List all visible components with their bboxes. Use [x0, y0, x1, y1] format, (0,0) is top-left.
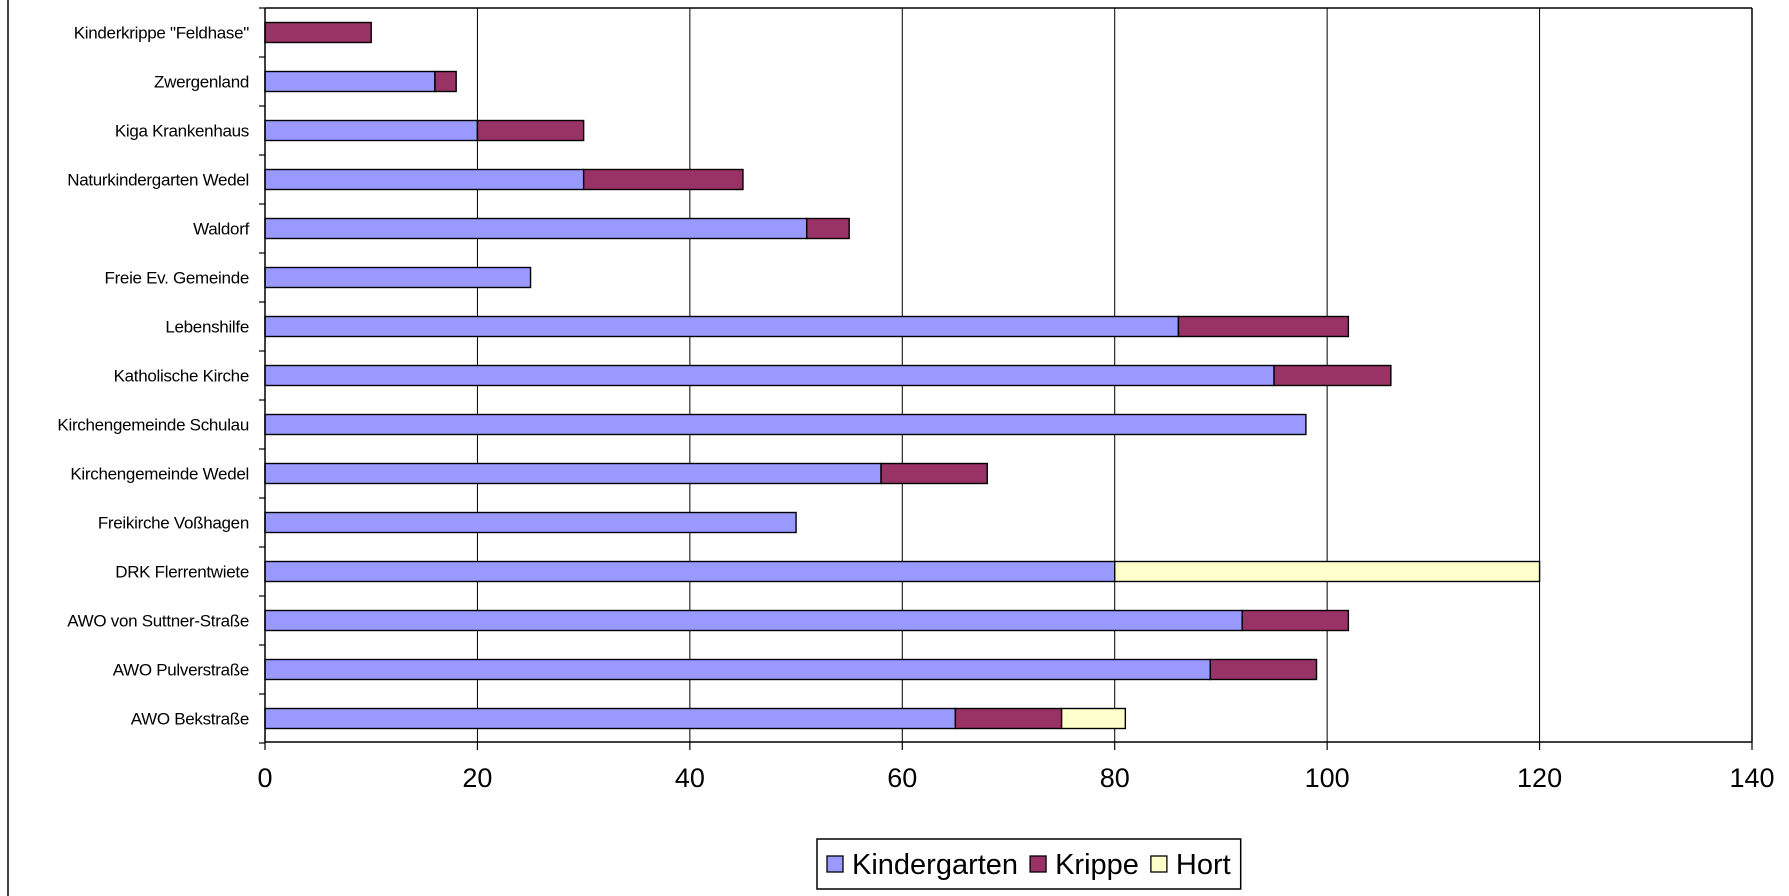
category-label: Kiga Krankenhaus [115, 122, 249, 141]
bar-hort [1114, 560, 1541, 583]
bar-kindergarten [264, 364, 1275, 387]
legend-swatch-hort [1150, 855, 1168, 873]
bar-hort [1060, 707, 1127, 730]
axes [7, 0, 1753, 896]
bar-krippe [1241, 609, 1350, 632]
bar-krippe [805, 217, 850, 240]
category-label: Kirchengemeinde Wedel [70, 465, 249, 484]
x-tick-label: 40 [675, 763, 705, 793]
bar-krippe [1209, 658, 1318, 681]
legend-box [816, 838, 1242, 890]
bar-krippe [1273, 364, 1392, 387]
bar-krippe [434, 70, 457, 93]
category-label: AWO Bekstraße [131, 710, 249, 729]
bar-krippe [880, 462, 988, 485]
bar-kindergarten [264, 315, 1180, 338]
bar-kindergarten [264, 119, 479, 142]
category-label: AWO Pulverstraße [113, 661, 249, 680]
x-tick-labels: 0 20 40 60 80 100 120 140 [257, 763, 1774, 793]
x-tick-label: 0 [257, 763, 272, 793]
category-label: Zwergenland [154, 73, 249, 92]
bar-kindergarten [264, 462, 882, 485]
legend-swatch-kindergarten [826, 855, 844, 873]
x-tick-label: 100 [1305, 763, 1350, 793]
bar-krippe [1177, 315, 1350, 338]
legend-label: Krippe [1055, 849, 1139, 881]
bar-kindergarten [264, 217, 808, 240]
category-label: AWO von Suttner-Straße [67, 612, 249, 631]
legend: Kindergarten Krippe Hort [816, 838, 1242, 890]
legend-label: Hort [1176, 849, 1231, 881]
bar-kindergarten [264, 70, 436, 93]
category-label: Freie Ev. Gemeinde [104, 269, 249, 288]
bar-kindergarten [264, 266, 532, 289]
category-label: DRK Flerrentwiete [115, 563, 249, 582]
bar-kindergarten [264, 707, 957, 730]
bar-kindergarten [264, 413, 1307, 436]
bar-kindergarten [264, 609, 1243, 632]
bar-krippe [582, 168, 744, 191]
category-label: Katholische Kirche [114, 367, 249, 386]
bar-krippe [954, 707, 1063, 730]
bar-kindergarten [264, 168, 585, 191]
x-tick-label: 120 [1517, 763, 1562, 793]
category-label: Naturkindergarten Wedel [67, 171, 249, 190]
bar-kindergarten [264, 560, 1116, 583]
category-label: Waldorf [193, 220, 249, 239]
legend-label: Kindergarten [852, 849, 1018, 881]
x-tick-label: 20 [462, 763, 492, 793]
bar-krippe [476, 119, 585, 142]
category-label: Freikirche Voßhagen [98, 514, 249, 533]
bar-krippe [264, 21, 372, 44]
bar-kindergarten [264, 658, 1212, 681]
category-label: Lebenshilfe [165, 318, 249, 337]
category-label: Kirchengemeinde Schulau [57, 416, 249, 435]
x-tick-label: 140 [1729, 763, 1774, 793]
bar-kindergarten [264, 511, 797, 534]
legend-swatch-krippe [1029, 855, 1047, 873]
category-label: Kinderkrippe "Feldhase" [74, 24, 250, 43]
x-tick-label: 60 [887, 763, 917, 793]
category-labels: Kinderkrippe "Feldhase" Zwergenland Kiga K… [57, 24, 249, 729]
x-tick-label: 80 [1100, 763, 1130, 793]
